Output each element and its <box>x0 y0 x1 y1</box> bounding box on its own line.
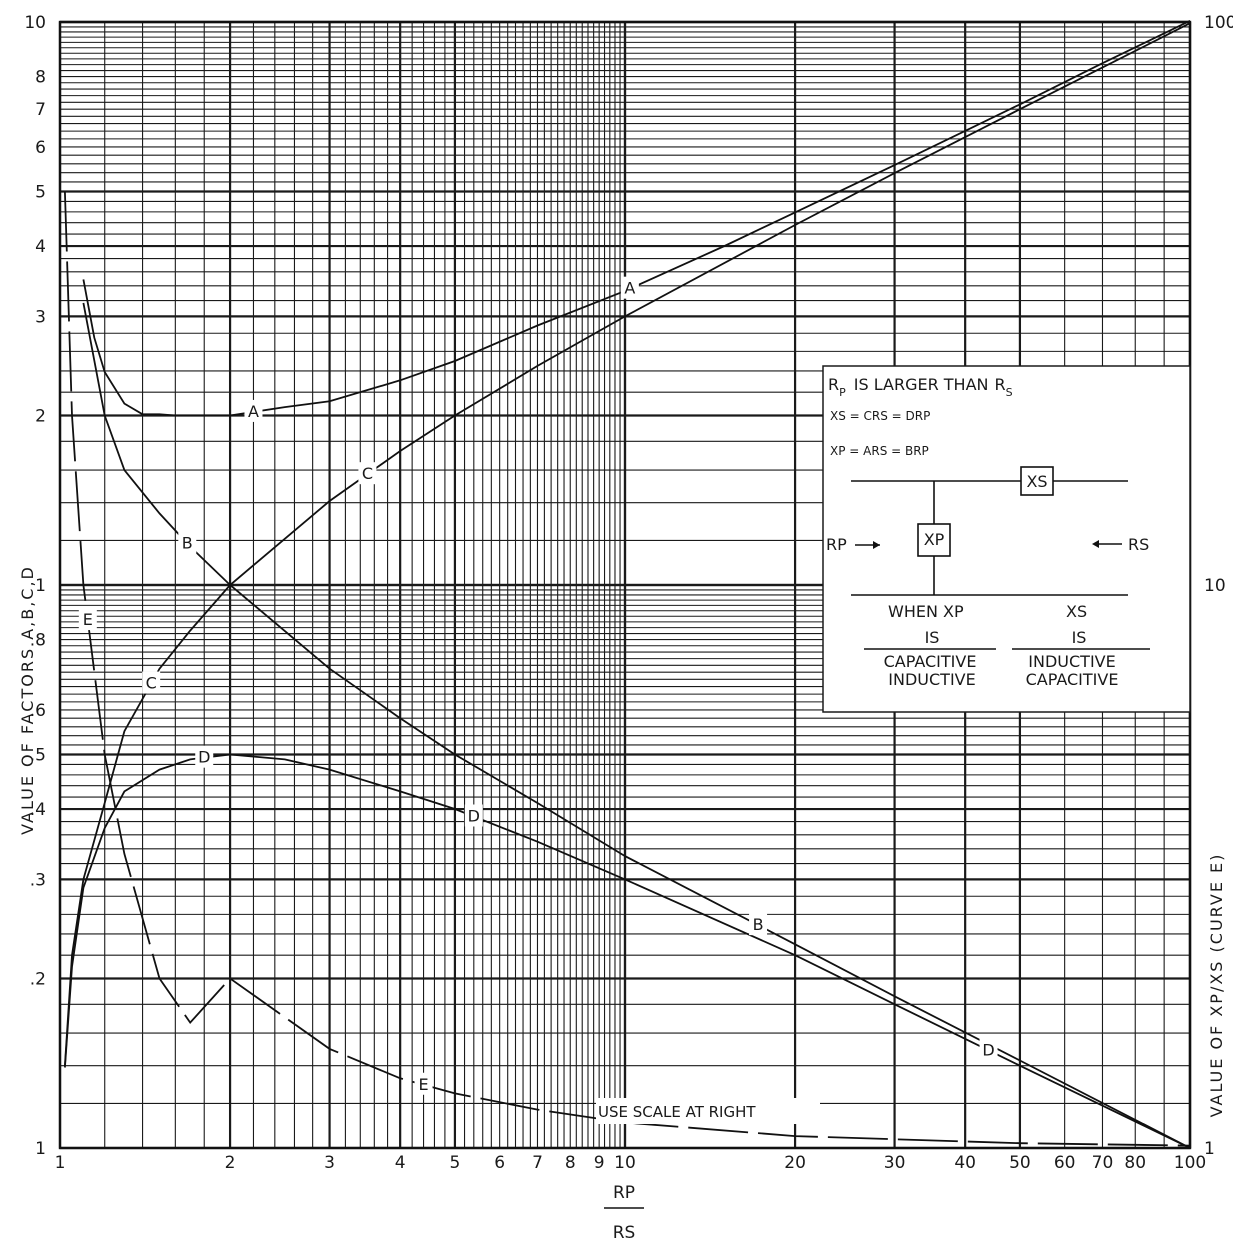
xs-element <box>1020 466 1054 496</box>
xs-head-label: XS <box>1066 602 1087 621</box>
series-label-D: D <box>468 807 480 826</box>
rp-arrow-label: RP <box>826 535 847 554</box>
x-tick-label: 9 <box>594 1153 605 1173</box>
y-tick-label-left: .4 <box>30 800 46 820</box>
series-label-A: A <box>624 279 635 298</box>
xp-element <box>917 523 951 557</box>
x-tick-label: 30 <box>884 1153 906 1173</box>
scale-note: USE SCALE AT RIGHT <box>596 1098 820 1124</box>
x-tick-label: 60 <box>1054 1153 1076 1173</box>
y-tick-label-left: .6 <box>30 701 46 721</box>
y-tick-label-left: 4 <box>35 237 46 257</box>
series-label-bg <box>178 531 197 554</box>
x-tick-label: 40 <box>954 1153 976 1173</box>
series-label-E: E <box>83 610 93 629</box>
y-tick-label-left: 1 <box>35 576 46 596</box>
series-label-bg <box>749 913 768 936</box>
x-axis-label-bottom: RS <box>613 1223 636 1243</box>
right-condition-2: CAPACITIVE <box>1026 670 1119 689</box>
y-tick-label-right: 100 <box>1204 13 1233 33</box>
x-tick-label: 6 <box>494 1153 505 1173</box>
circuit-diagram: XS XP RP RS <box>826 466 1149 596</box>
grid <box>58 20 1192 1150</box>
x-tick-label: 4 <box>395 1153 406 1173</box>
y-axis-right-label: VALUE OF XP/XS (CURVE E) <box>1207 853 1226 1118</box>
inset-eq-xp: XP = ARS = BRP <box>830 444 929 458</box>
inset-eq-xs: XS = CRS = DRP <box>830 409 930 423</box>
x-tick-label: 3 <box>324 1153 335 1173</box>
is-left: IS <box>925 628 940 647</box>
curve-labels: A A B B C C D D D E E <box>78 276 998 1095</box>
series-label-B: B <box>182 533 193 552</box>
y-tick-label-left: 1 <box>35 1139 46 1159</box>
series-label-bg <box>78 608 97 631</box>
series-line-A <box>82 19 1191 417</box>
x-tick-label: 100 <box>1174 1153 1206 1173</box>
xs-element-label: XS <box>1026 472 1047 491</box>
x-axis-label-top: RP <box>613 1183 635 1203</box>
x-tick-label: 7 <box>532 1153 543 1173</box>
series-line-E <box>64 191 1191 1147</box>
series-label-bg <box>414 1072 433 1095</box>
y-tick-label-left: .2 <box>30 970 46 990</box>
series-label-bg <box>620 276 639 299</box>
curves <box>64 19 1191 1149</box>
y-axis-left-label: VALUE OF FACTORS A,B,C,D <box>18 565 37 835</box>
when-xp-label: WHEN XP <box>888 602 964 621</box>
inset-title: RP IS LARGER THAN RS <box>828 375 1013 399</box>
series-line-C <box>64 22 1191 1066</box>
rs-arrow-label: RS <box>1128 535 1149 554</box>
series-label-bg <box>358 462 377 485</box>
y-tick-label-left: 2 <box>35 407 46 427</box>
x-tick-label: 70 <box>1092 1153 1114 1173</box>
y-tick-label-left: 6 <box>35 138 46 158</box>
series-label-C: C <box>362 464 373 483</box>
y-tick-label-left: 5 <box>35 182 46 202</box>
series-label-bg <box>464 804 483 827</box>
y-tick-label-left: 8 <box>35 68 46 88</box>
x-tick-label: 20 <box>784 1153 806 1173</box>
y-tick-label-right: 10 <box>1204 576 1226 596</box>
x-tick-label: 1 <box>55 1153 66 1173</box>
series-line-D <box>64 753 1191 1149</box>
x-tick-label: 50 <box>1009 1153 1031 1173</box>
left-condition-1: CAPACITIVE <box>884 652 977 671</box>
series-label-C: C <box>146 674 157 693</box>
x-tick-label: 10 <box>614 1153 636 1173</box>
series-label-bg <box>979 1038 998 1061</box>
is-right: IS <box>1072 628 1087 647</box>
series-label-D: D <box>982 1040 994 1059</box>
series-label-bg <box>142 671 161 694</box>
right-condition-1: INDUCTIVE <box>1028 652 1115 671</box>
x-axis-label: RP RS <box>604 1183 644 1243</box>
x-tick-label: 80 <box>1124 1153 1146 1173</box>
left-condition-2: INDUCTIVE <box>888 670 975 689</box>
y-tick-label-left: 10 <box>24 13 46 33</box>
series-label-D: D <box>198 748 210 767</box>
y-tick-label-left: .8 <box>30 631 46 651</box>
series-label-B: B <box>753 915 764 934</box>
inset-panel: RP IS LARGER THAN RS XS = CRS = DRP XP = A… <box>822 365 1191 713</box>
xp-element-label: XP <box>924 530 945 549</box>
x-tick-label: 2 <box>225 1153 236 1173</box>
tick-labels: 1 2 3 4 5 6 7 8 9 10 20 30 40 50 60 70 80 1001087654321.8… <box>24 13 1233 1173</box>
x-tick-label: 5 <box>450 1153 461 1173</box>
series-label-A: A <box>248 402 259 421</box>
series-line-B <box>82 302 1191 1149</box>
y-tick-label-left: .5 <box>30 745 46 765</box>
series-label-E: E <box>418 1075 428 1094</box>
y-tick-label-left: .3 <box>30 870 46 890</box>
x-tick-label: 8 <box>565 1153 576 1173</box>
y-tick-label-left: 7 <box>35 100 46 120</box>
series-label-bg <box>195 745 214 768</box>
series-label-bg <box>244 399 263 422</box>
y-tick-label-right: 1 <box>1204 1139 1215 1159</box>
y-tick-label-left: 3 <box>35 307 46 327</box>
scale-note-text: USE SCALE AT RIGHT <box>598 1103 756 1121</box>
